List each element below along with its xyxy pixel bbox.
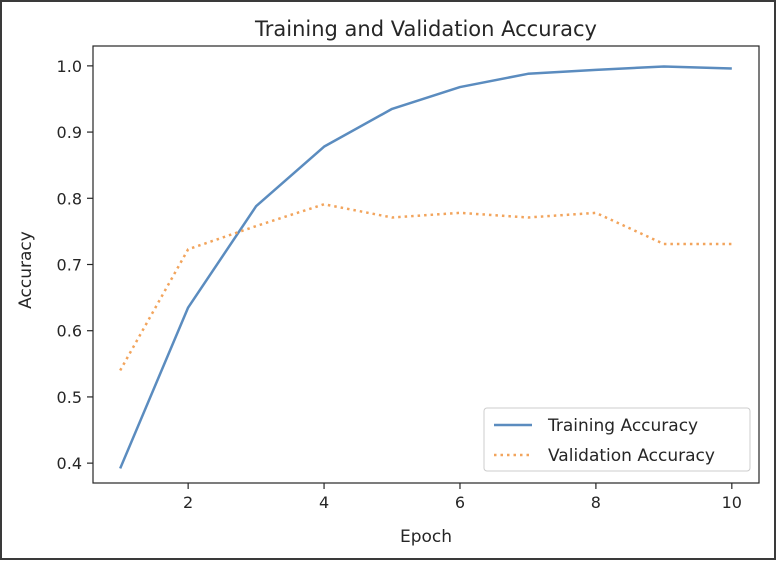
chart-title: Training and Validation Accuracy bbox=[254, 17, 597, 41]
legend-label-validation: Validation Accuracy bbox=[548, 446, 715, 466]
legend: Training Accuracy Validation Accuracy bbox=[483, 407, 751, 472]
legend-label-training: Training Accuracy bbox=[547, 416, 698, 436]
y-tick-label: 0.4 bbox=[57, 454, 82, 473]
x-tick-label: 8 bbox=[591, 493, 601, 512]
x-tick-label: 2 bbox=[183, 493, 193, 512]
x-tick-label: 4 bbox=[319, 493, 329, 512]
plot-area bbox=[92, 45, 760, 484]
y-axis-title: Accuracy bbox=[16, 231, 36, 309]
y-tick-label: 0.7 bbox=[57, 256, 82, 275]
x-axis-title: Epoch bbox=[400, 527, 452, 547]
y-tick-label: 0.6 bbox=[57, 322, 82, 341]
x-tick-label: 6 bbox=[455, 493, 465, 512]
y-tick-label: 0.5 bbox=[57, 388, 82, 407]
series-line-validation-accuracy bbox=[119, 203, 732, 372]
x-tick-label: 10 bbox=[722, 493, 742, 512]
y-tick-label: 0.9 bbox=[57, 123, 82, 142]
legend-box bbox=[483, 407, 751, 472]
y-tick-label: 1.0 bbox=[57, 57, 82, 76]
y-tick-label: 0.8 bbox=[57, 189, 82, 208]
series-line-training-accuracy bbox=[119, 65, 732, 469]
